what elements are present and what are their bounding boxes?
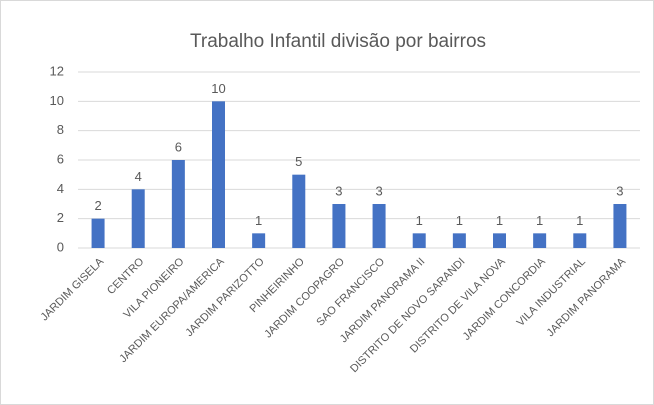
bar xyxy=(252,233,266,248)
bar xyxy=(493,233,506,248)
data-label: 3 xyxy=(375,183,382,198)
data-label: 1 xyxy=(255,213,262,228)
y-tick-label: 12 xyxy=(50,63,64,78)
y-tick-label: 2 xyxy=(57,210,64,225)
bar xyxy=(332,204,346,248)
y-tick-label: 4 xyxy=(57,181,64,196)
data-label: 3 xyxy=(616,183,623,198)
bar xyxy=(613,204,627,248)
bar xyxy=(292,174,306,248)
bar xyxy=(573,233,587,248)
data-label: 1 xyxy=(496,213,503,228)
bar xyxy=(91,218,105,248)
data-label: 10 xyxy=(211,81,225,96)
bar xyxy=(533,233,547,248)
bar xyxy=(171,160,185,248)
data-label: 5 xyxy=(295,154,302,169)
y-tick-label: 6 xyxy=(57,151,64,166)
data-label: 1 xyxy=(456,213,463,228)
y-tick-label: 0 xyxy=(57,239,64,254)
data-label: 1 xyxy=(416,213,423,228)
data-label: 4 xyxy=(135,169,142,184)
data-label: 6 xyxy=(175,139,182,154)
bar xyxy=(131,189,145,248)
bar xyxy=(452,233,466,248)
y-tick-label: 10 xyxy=(50,93,64,108)
data-label: 1 xyxy=(576,213,583,228)
data-label: 2 xyxy=(94,198,101,213)
bar xyxy=(212,101,225,248)
chart-title: Trabalho Infantil divisão por bairros xyxy=(190,31,486,52)
y-tick-label: 8 xyxy=(57,122,64,137)
data-label: 3 xyxy=(335,183,342,198)
bar xyxy=(412,233,426,248)
data-label: 1 xyxy=(536,213,543,228)
bar xyxy=(372,204,386,248)
